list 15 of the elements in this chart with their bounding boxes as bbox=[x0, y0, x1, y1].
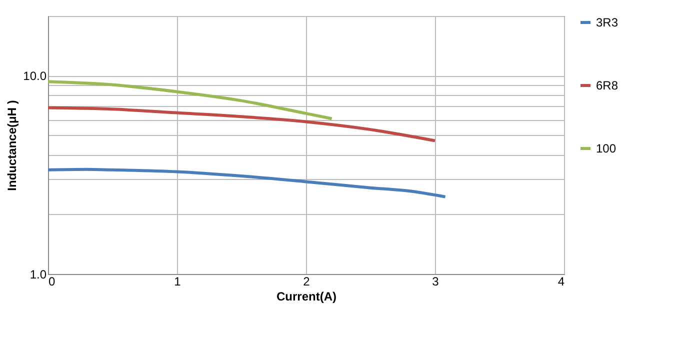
legend-label: 3R3 bbox=[596, 16, 618, 30]
x-tick-label: 2 bbox=[303, 274, 310, 288]
y-tick-label: 10.0 bbox=[23, 69, 47, 84]
line-series bbox=[46, 168, 447, 198]
x-tick-label: 3 bbox=[432, 274, 440, 288]
legend-label: 100 bbox=[596, 142, 616, 156]
x-tick-label: 0 bbox=[48, 274, 56, 288]
x-tick-label: 1 bbox=[174, 274, 182, 288]
legend-label: 6R8 bbox=[596, 78, 618, 92]
line-series bbox=[46, 80, 334, 120]
x-axis-title: Current(A) bbox=[276, 290, 336, 304]
y-tick-label: 1.0 bbox=[30, 268, 47, 282]
y-axis-title: Inductance(μH ) bbox=[5, 100, 20, 191]
x-tick-label: 4 bbox=[558, 274, 565, 288]
line-series bbox=[46, 106, 436, 142]
